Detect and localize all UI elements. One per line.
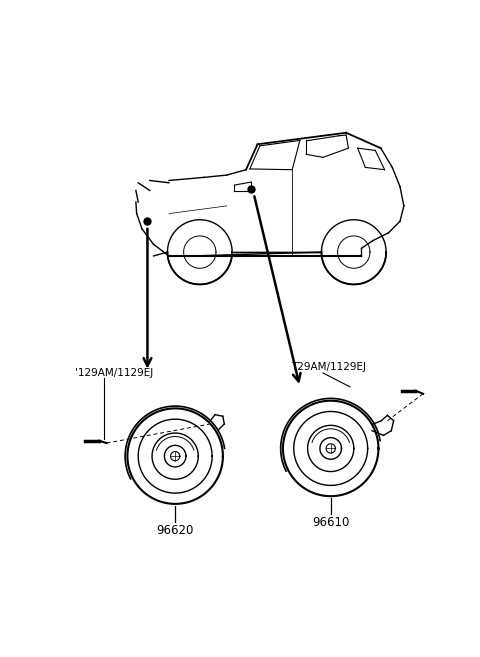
Text: 96610: 96610 [312,516,349,529]
Text: '129AM/1129EJ: '129AM/1129EJ [75,367,153,378]
Text: 96620: 96620 [156,524,194,537]
Text: T29AM/1129EJ: T29AM/1129EJ [291,362,366,373]
